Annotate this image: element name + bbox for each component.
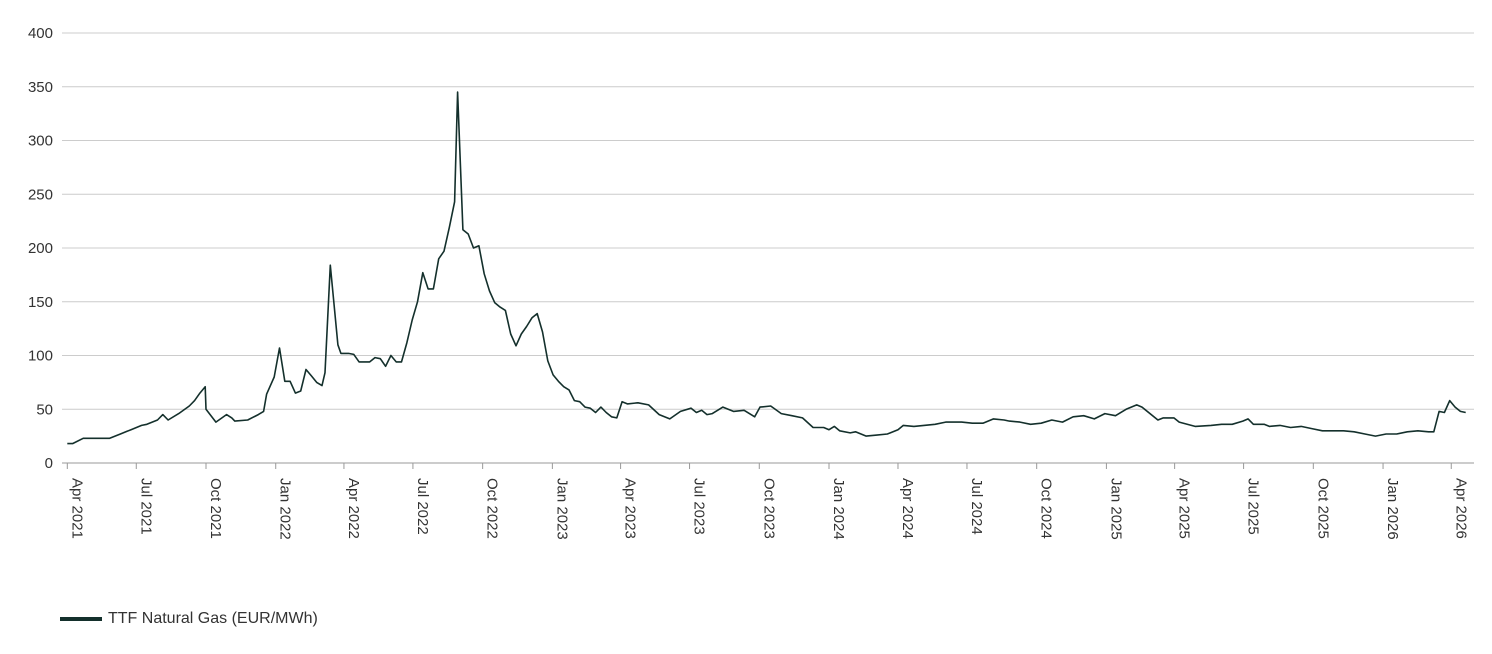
x-tick-label: Apr 2024: [899, 478, 916, 539]
y-tick-label: 300: [28, 133, 53, 150]
x-tick-label: Apr 2025: [1176, 478, 1193, 539]
x-tick-label: Oct 2021: [207, 478, 224, 539]
x-tick-label: Jul 2023: [691, 478, 708, 535]
x-tick-label: Jul 2025: [1245, 478, 1262, 535]
x-tick-label: Oct 2024: [1038, 478, 1055, 539]
y-tick-label: 100: [28, 348, 53, 365]
gridlines: [62, 32, 1474, 464]
x-tick-label: Jul 2021: [137, 478, 154, 535]
x-tick-label: Jan 2025: [1107, 478, 1124, 540]
x-tick-label: Jan 2026: [1384, 478, 1401, 540]
x-tick-label: Oct 2025: [1314, 478, 1331, 539]
x-tick-label: Jul 2024: [968, 478, 985, 535]
y-tick-label: 250: [28, 186, 53, 203]
y-tick-label: 50: [36, 401, 53, 418]
series-layer: [67, 91, 1466, 445]
x-tick-label: Jul 2022: [414, 478, 431, 535]
legend-label: TTF Natural Gas (EUR/MWh): [108, 610, 318, 627]
legend-swatch: [60, 617, 102, 621]
y-tick-label: 150: [28, 294, 53, 311]
y-axis-tick-labels: 0 50 100 150 200 250 300 350 400: [28, 25, 53, 472]
x-tick-label: Oct 2022: [484, 478, 501, 539]
line-chart: 0 50 100 150 200 250 300 350 400 Apr 2021 Jul 202…: [28, 25, 1474, 540]
x-tick-label: Apr 2022: [345, 478, 362, 539]
x-tick-label: Apr 2021: [68, 478, 85, 539]
x-tick-label: Oct 2023: [760, 478, 777, 539]
x-tick-label: Jan 2023: [553, 478, 570, 540]
x-axis-tick-labels: Apr 2021 Jul 2021 Oct 2021 Jan 2022 Apr 2022…: [66, 463, 1469, 540]
x-tick-label: Apr 2026: [1452, 478, 1469, 539]
x-tick-label: Jan 2024: [830, 478, 847, 540]
x-tick-label: Jan 2022: [277, 478, 294, 540]
x-tick-label: Apr 2023: [622, 478, 639, 539]
y-tick-label: 200: [28, 240, 53, 257]
y-tick-label: 350: [28, 79, 53, 96]
y-tick-label: 0: [45, 455, 53, 472]
y-tick-label: 400: [28, 25, 53, 42]
series-line-ttf-natural-gas: [67, 91, 1466, 445]
chart-legend: TTF Natural Gas (EUR/MWh): [60, 610, 318, 628]
